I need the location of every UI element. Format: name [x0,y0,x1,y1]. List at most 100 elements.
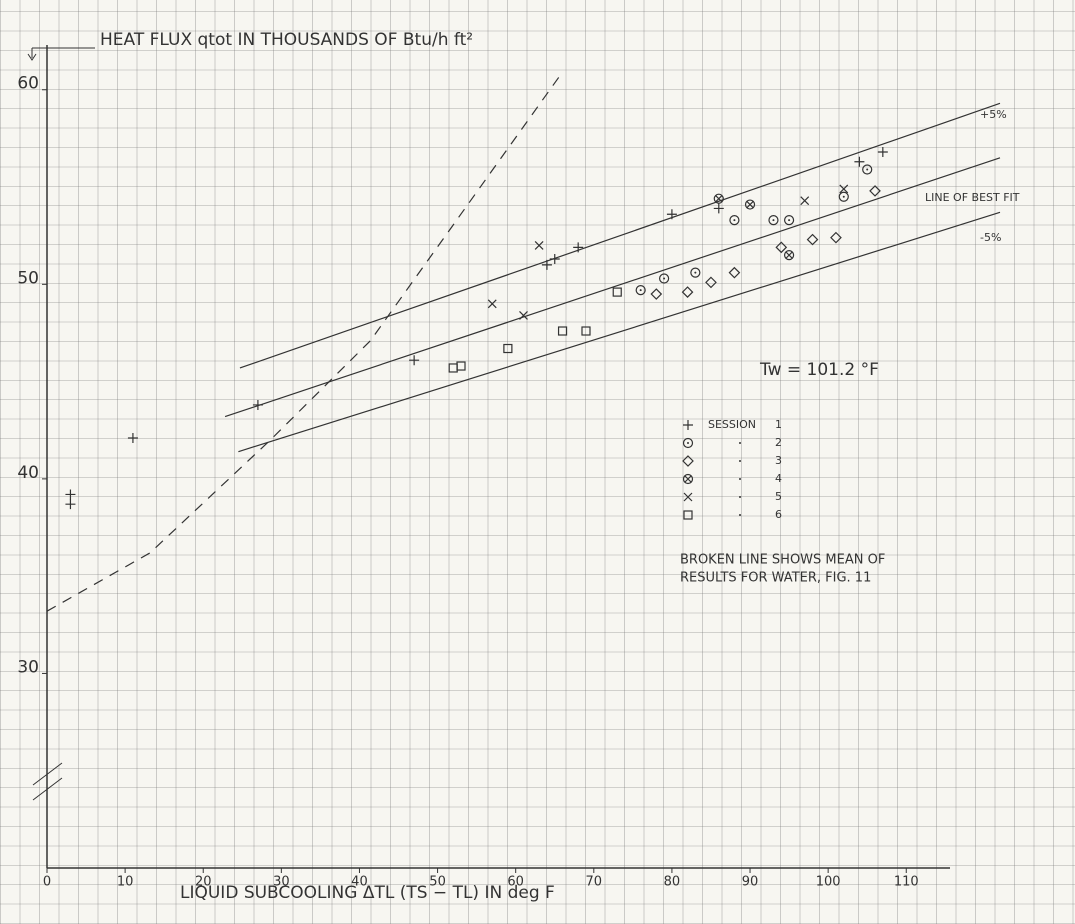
legend-label: 5 [775,490,782,503]
marker-part [783,215,795,226]
data-point [549,254,560,265]
legend-label: 2 [775,436,782,449]
x-tick-label: 60 [507,875,524,890]
marker-part [877,147,888,158]
data-point [534,240,544,250]
data-point [65,489,76,500]
marker-part [715,195,723,203]
legend-dot [739,442,741,444]
marker-part [409,355,420,366]
data-point [690,267,701,278]
data-point [838,191,849,202]
marker-part [687,442,689,444]
y-tick-label: 40 [17,463,39,483]
data-point [729,215,740,226]
marker-part [694,271,697,274]
marker-part [772,219,775,222]
marker-part [785,251,793,259]
legend-title: SESSION [708,418,756,431]
data-point [541,259,552,270]
marker-part [682,473,694,485]
marker-part [65,499,76,510]
x-tick-label: 30 [273,875,290,890]
data-point [65,499,76,510]
marker-part [842,195,845,198]
line-label: LINE OF BEST FIT [925,191,1020,204]
x-tick-label: 0 [43,875,51,890]
data-point [744,199,756,210]
marker-part [635,285,646,296]
x-axis-title: LIQUID SUBCOOLING ΔTL (TS − TL) IN deg F [180,883,555,903]
marker-part [746,201,754,208]
marker-part [681,286,694,298]
marker-part [839,184,849,194]
legend-marker [683,510,693,520]
marker-part [783,250,795,261]
marker-part [650,288,663,300]
data-point [487,299,497,309]
legend-label: 4 [775,472,782,485]
legend-marker [682,455,694,467]
x-tick-label: 10 [117,875,134,890]
marker-part [683,492,693,502]
fit-line [239,102,1001,369]
data-point [775,241,788,254]
marker-part [690,267,701,278]
data-point [635,285,646,296]
marker-part [557,326,568,336]
marker-part [252,399,263,410]
data-point [448,363,458,373]
marker-part [830,231,842,244]
x-tick-label: 80 [664,875,681,890]
marker-part [744,199,756,210]
marker-part [713,203,724,214]
data-point [681,286,694,298]
data-point [573,242,584,253]
marker-part [800,196,810,206]
marker-part [65,489,76,500]
line-label: +5% [980,108,1007,121]
data-point [519,311,528,320]
marker-part [682,455,694,467]
data-point [612,287,622,297]
legend-dot [739,496,741,498]
marker-part [866,168,869,171]
marker-part [666,209,677,220]
marker-part [869,185,881,197]
marker-part [659,273,670,284]
legend-marker [683,492,693,502]
legend-label: 1 [775,418,782,431]
marker-part [549,254,560,265]
marker-part [639,289,642,292]
axis-arrow [27,47,95,61]
data-point [800,196,810,206]
data-point [127,433,138,444]
legend-marker [683,420,693,430]
marker-part [806,233,819,246]
x-tick-label: 50 [429,875,446,890]
marker-part [713,193,724,204]
note: RESULTS FOR WATER, FIG. 11 [680,571,871,586]
legend-dot [739,514,741,516]
legend-marker [682,473,694,485]
data-point [783,250,795,261]
marker-part [683,420,693,430]
annotation: Tw = 101.2 °F [759,360,879,380]
data-point [713,193,724,204]
marker-part [768,215,779,226]
marker-part [684,475,692,483]
x-tick-label: 90 [742,875,759,890]
marker-part [775,241,788,254]
marker-part [612,287,622,297]
data-point [659,273,670,284]
data-point [557,326,568,336]
marker-part [705,276,717,289]
marker-part [682,437,694,449]
line-label: -5% [980,231,1001,244]
note: BROKEN LINE SHOWS MEAN OF [680,553,885,568]
data-point [839,184,849,194]
y-axis-title: HEAT FLUX qtot IN THOUSANDS OF Btu/h ft² [100,30,473,50]
data-point [666,209,677,220]
marker-part [663,277,666,280]
data-point [768,215,779,226]
